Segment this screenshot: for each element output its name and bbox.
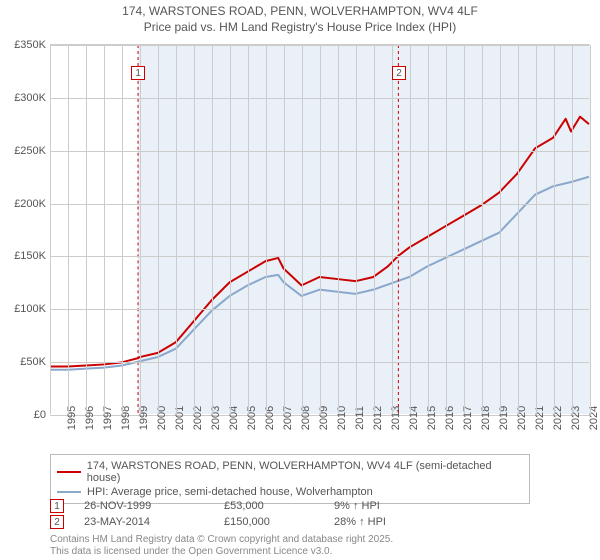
sale-row-1: 1 26-NOV-1999 £53,000 9% ↑ HPI <box>50 498 590 514</box>
gridline-v <box>230 45 231 414</box>
y-axis-label: £150K <box>14 250 46 262</box>
legend: 174, WARSTONES ROAD, PENN, WOLVERHAMPTON… <box>50 454 530 504</box>
sale-marker-box-2: 2 <box>392 66 406 80</box>
gridline-v <box>50 45 51 414</box>
gridline-v <box>122 45 123 414</box>
gridline-v <box>554 45 555 414</box>
gridline-v <box>302 45 303 414</box>
gridline-v <box>410 45 411 414</box>
gridline-v <box>482 45 483 414</box>
y-axis-label: £350K <box>14 39 46 51</box>
gridline-v <box>446 45 447 414</box>
gridline-v <box>392 45 393 414</box>
gridline-v <box>572 45 573 414</box>
y-axis-label: £50K <box>20 356 46 368</box>
sale-delta: 28% ↑ HPI <box>334 516 454 528</box>
y-axis-label: £0 <box>34 409 46 421</box>
footer-line2: This data is licensed under the Open Gov… <box>50 546 393 558</box>
y-axis-label: £250K <box>14 145 46 157</box>
plot-area: £0£50K£100K£150K£200K£250K£300K£350K1995… <box>50 44 590 414</box>
sale-price: £150,000 <box>224 516 314 528</box>
gridline-v <box>104 45 105 414</box>
sale-row-2: 2 23-MAY-2014 £150,000 28% ↑ HPI <box>50 514 590 530</box>
y-axis-label: £100K <box>14 303 46 315</box>
gridline-v <box>428 45 429 414</box>
gridline-v <box>158 45 159 414</box>
legend-item-1: HPI: Average price, semi-detached house,… <box>57 485 523 499</box>
gridline-v <box>320 45 321 414</box>
gridline-v <box>590 45 591 414</box>
chart-title-line1: 174, WARSTONES ROAD, PENN, WOLVERHAMPTON… <box>0 4 600 20</box>
legend-swatch <box>57 491 81 493</box>
legend-item-0: 174, WARSTONES ROAD, PENN, WOLVERHAMPTON… <box>57 459 523 485</box>
sale-row-marker: 2 <box>50 515 64 529</box>
sale-marker-box-1: 1 <box>131 66 145 80</box>
gridline-v <box>194 45 195 414</box>
sale-date: 26-NOV-1999 <box>84 500 204 512</box>
legend-swatch <box>57 471 81 473</box>
y-axis-label: £200K <box>14 198 46 210</box>
x-axis-label: 2025 <box>590 406 600 430</box>
sale-row-marker: 1 <box>50 499 64 513</box>
y-axis-label: £300K <box>14 92 46 104</box>
footer-line1: Contains HM Land Registry data © Crown c… <box>50 534 393 546</box>
gridline-v <box>266 45 267 414</box>
gridline-v <box>212 45 213 414</box>
footer: Contains HM Land Registry data © Crown c… <box>50 534 393 558</box>
gridline-v <box>248 45 249 414</box>
gridline-v <box>536 45 537 414</box>
gridline-v <box>356 45 357 414</box>
sale-date: 23-MAY-2014 <box>84 516 204 528</box>
legend-label: 174, WARSTONES ROAD, PENN, WOLVERHAMPTON… <box>87 460 523 484</box>
chart-title-line2: Price paid vs. HM Land Registry's House … <box>0 20 600 36</box>
gridline-v <box>284 45 285 414</box>
sale-delta: 9% ↑ HPI <box>334 500 454 512</box>
gridline-v <box>500 45 501 414</box>
gridline-v <box>176 45 177 414</box>
gridline-v <box>518 45 519 414</box>
chart-title: 174, WARSTONES ROAD, PENN, WOLVERHAMPTON… <box>0 0 600 35</box>
gridline-v <box>86 45 87 414</box>
sales-table: 1 26-NOV-1999 £53,000 9% ↑ HPI 2 23-MAY-2014 £… <box>50 498 590 530</box>
gridline-v <box>140 45 141 414</box>
gridline-v <box>68 45 69 414</box>
gridline-v <box>464 45 465 414</box>
sale-price: £53,000 <box>224 500 314 512</box>
legend-label: HPI: Average price, semi-detached house,… <box>87 486 373 498</box>
gridline-v <box>338 45 339 414</box>
gridline-v <box>374 45 375 414</box>
